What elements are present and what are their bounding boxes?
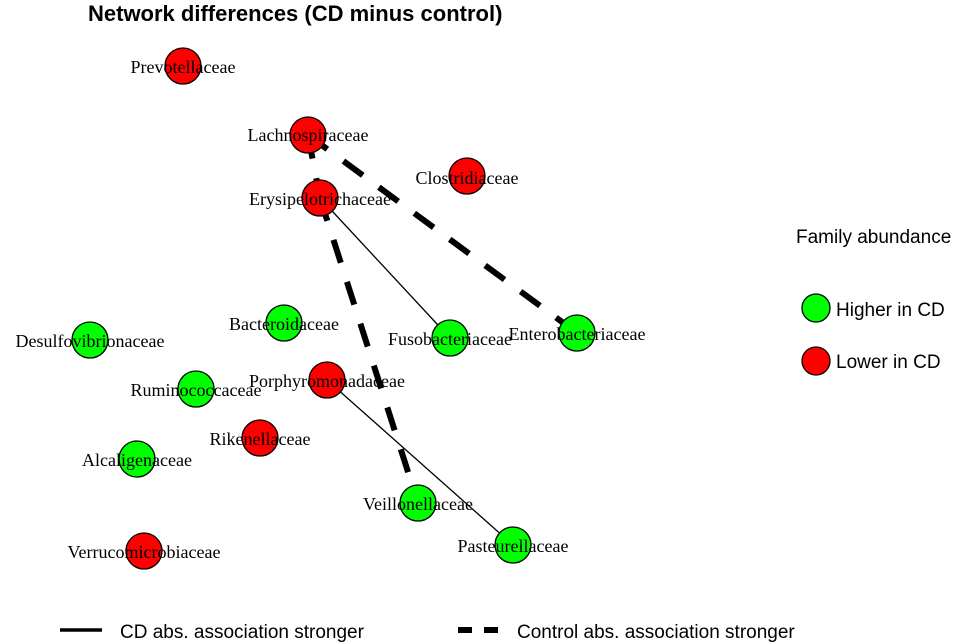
labels-layer: Prevotellaceae Lachnospiraceae Clostridiac… <box>16 57 646 562</box>
node-label-veillonellaceae: Veillonellaceae <box>363 494 473 514</box>
legend-title: Family abundance <box>796 227 951 248</box>
node-veillonellaceae <box>399 484 437 522</box>
node-desulfovibrionaceae <box>71 321 109 359</box>
node-label-lachnospiraceae: Lachnospiraceae <box>248 125 369 145</box>
legend-higher-label: Higher in CD <box>836 300 945 321</box>
node-erysipelotrichaceae <box>301 179 339 217</box>
edge-lachnospiraceae-enterobacteriaceae <box>306 132 579 336</box>
line-legend: CD abs. association stronger Control abs… <box>60 622 795 643</box>
node-porphyromonadaceae <box>308 361 346 399</box>
node-label-porphyromonadaceae: Porphyromonadaceae <box>249 371 405 391</box>
node-enterobacteriaceae <box>558 314 596 352</box>
node-bacteroidaceae <box>265 304 303 342</box>
node-pasteurellaceae <box>494 526 532 564</box>
node-label-bacteroidaceae: Bacteroidaceae <box>229 314 339 334</box>
node-label-verrucomicrobiaceae: Verrucomicrobiaceae <box>68 542 221 562</box>
node-label-rikenellaceae: Rikenellaceae <box>210 429 311 449</box>
node-label-ruminococcaceae: Ruminococcaceae <box>131 380 262 400</box>
node-label-fusobacteriaceae: Fusobacteriaceae <box>388 329 512 349</box>
node-label-erysipelotrichaceae: Erysipelotrichaceae <box>249 189 391 209</box>
node-label-prevotellaceae: Prevotellaceae <box>131 57 236 77</box>
legend-cd-label: CD abs. association stronger <box>120 622 365 643</box>
node-lachnospiraceae <box>289 116 327 154</box>
node-label-pasteurellaceae: Pasteurellaceae <box>458 536 569 556</box>
legend-lower-label: Lower in CD <box>836 352 941 373</box>
node-label-desulfovibrionaceae: Desulfovibrionaceae <box>16 331 165 351</box>
abundance-legend: Family abundance Higher in CD Lower in C… <box>796 227 951 376</box>
node-clostridiaceae <box>448 157 486 195</box>
edge-erysipelotrichaceae-fusobacteriaceae <box>319 197 451 339</box>
edge-erysipelotrichaceae-veillonellaceae <box>317 197 421 504</box>
edge-porphyromonadaceae-pasteurellaceae <box>326 379 514 546</box>
node-ruminococcaceae <box>177 370 215 408</box>
node-prevotellaceae <box>164 47 202 85</box>
legend-higher-swatch <box>801 293 831 323</box>
node-rikenellaceae <box>241 419 279 457</box>
node-label-clostridiaceae: Clostridiaceae <box>416 168 519 188</box>
node-label-alcaligenaceae: Alcaligenaceae <box>82 450 192 470</box>
node-alcaligenaceae <box>118 440 156 478</box>
legend-lower-swatch <box>801 346 831 376</box>
node-label-enterobacteriaceae: Enterobacteriaceae <box>509 324 646 344</box>
node-verrucomicrobiaceae <box>125 532 163 570</box>
node-fusobacteriaceae <box>431 319 469 357</box>
nodes-layer <box>71 47 596 570</box>
diagram-title: Network differences (CD minus control) <box>88 1 502 26</box>
legend-control-label: Control abs. association stronger <box>517 622 795 643</box>
